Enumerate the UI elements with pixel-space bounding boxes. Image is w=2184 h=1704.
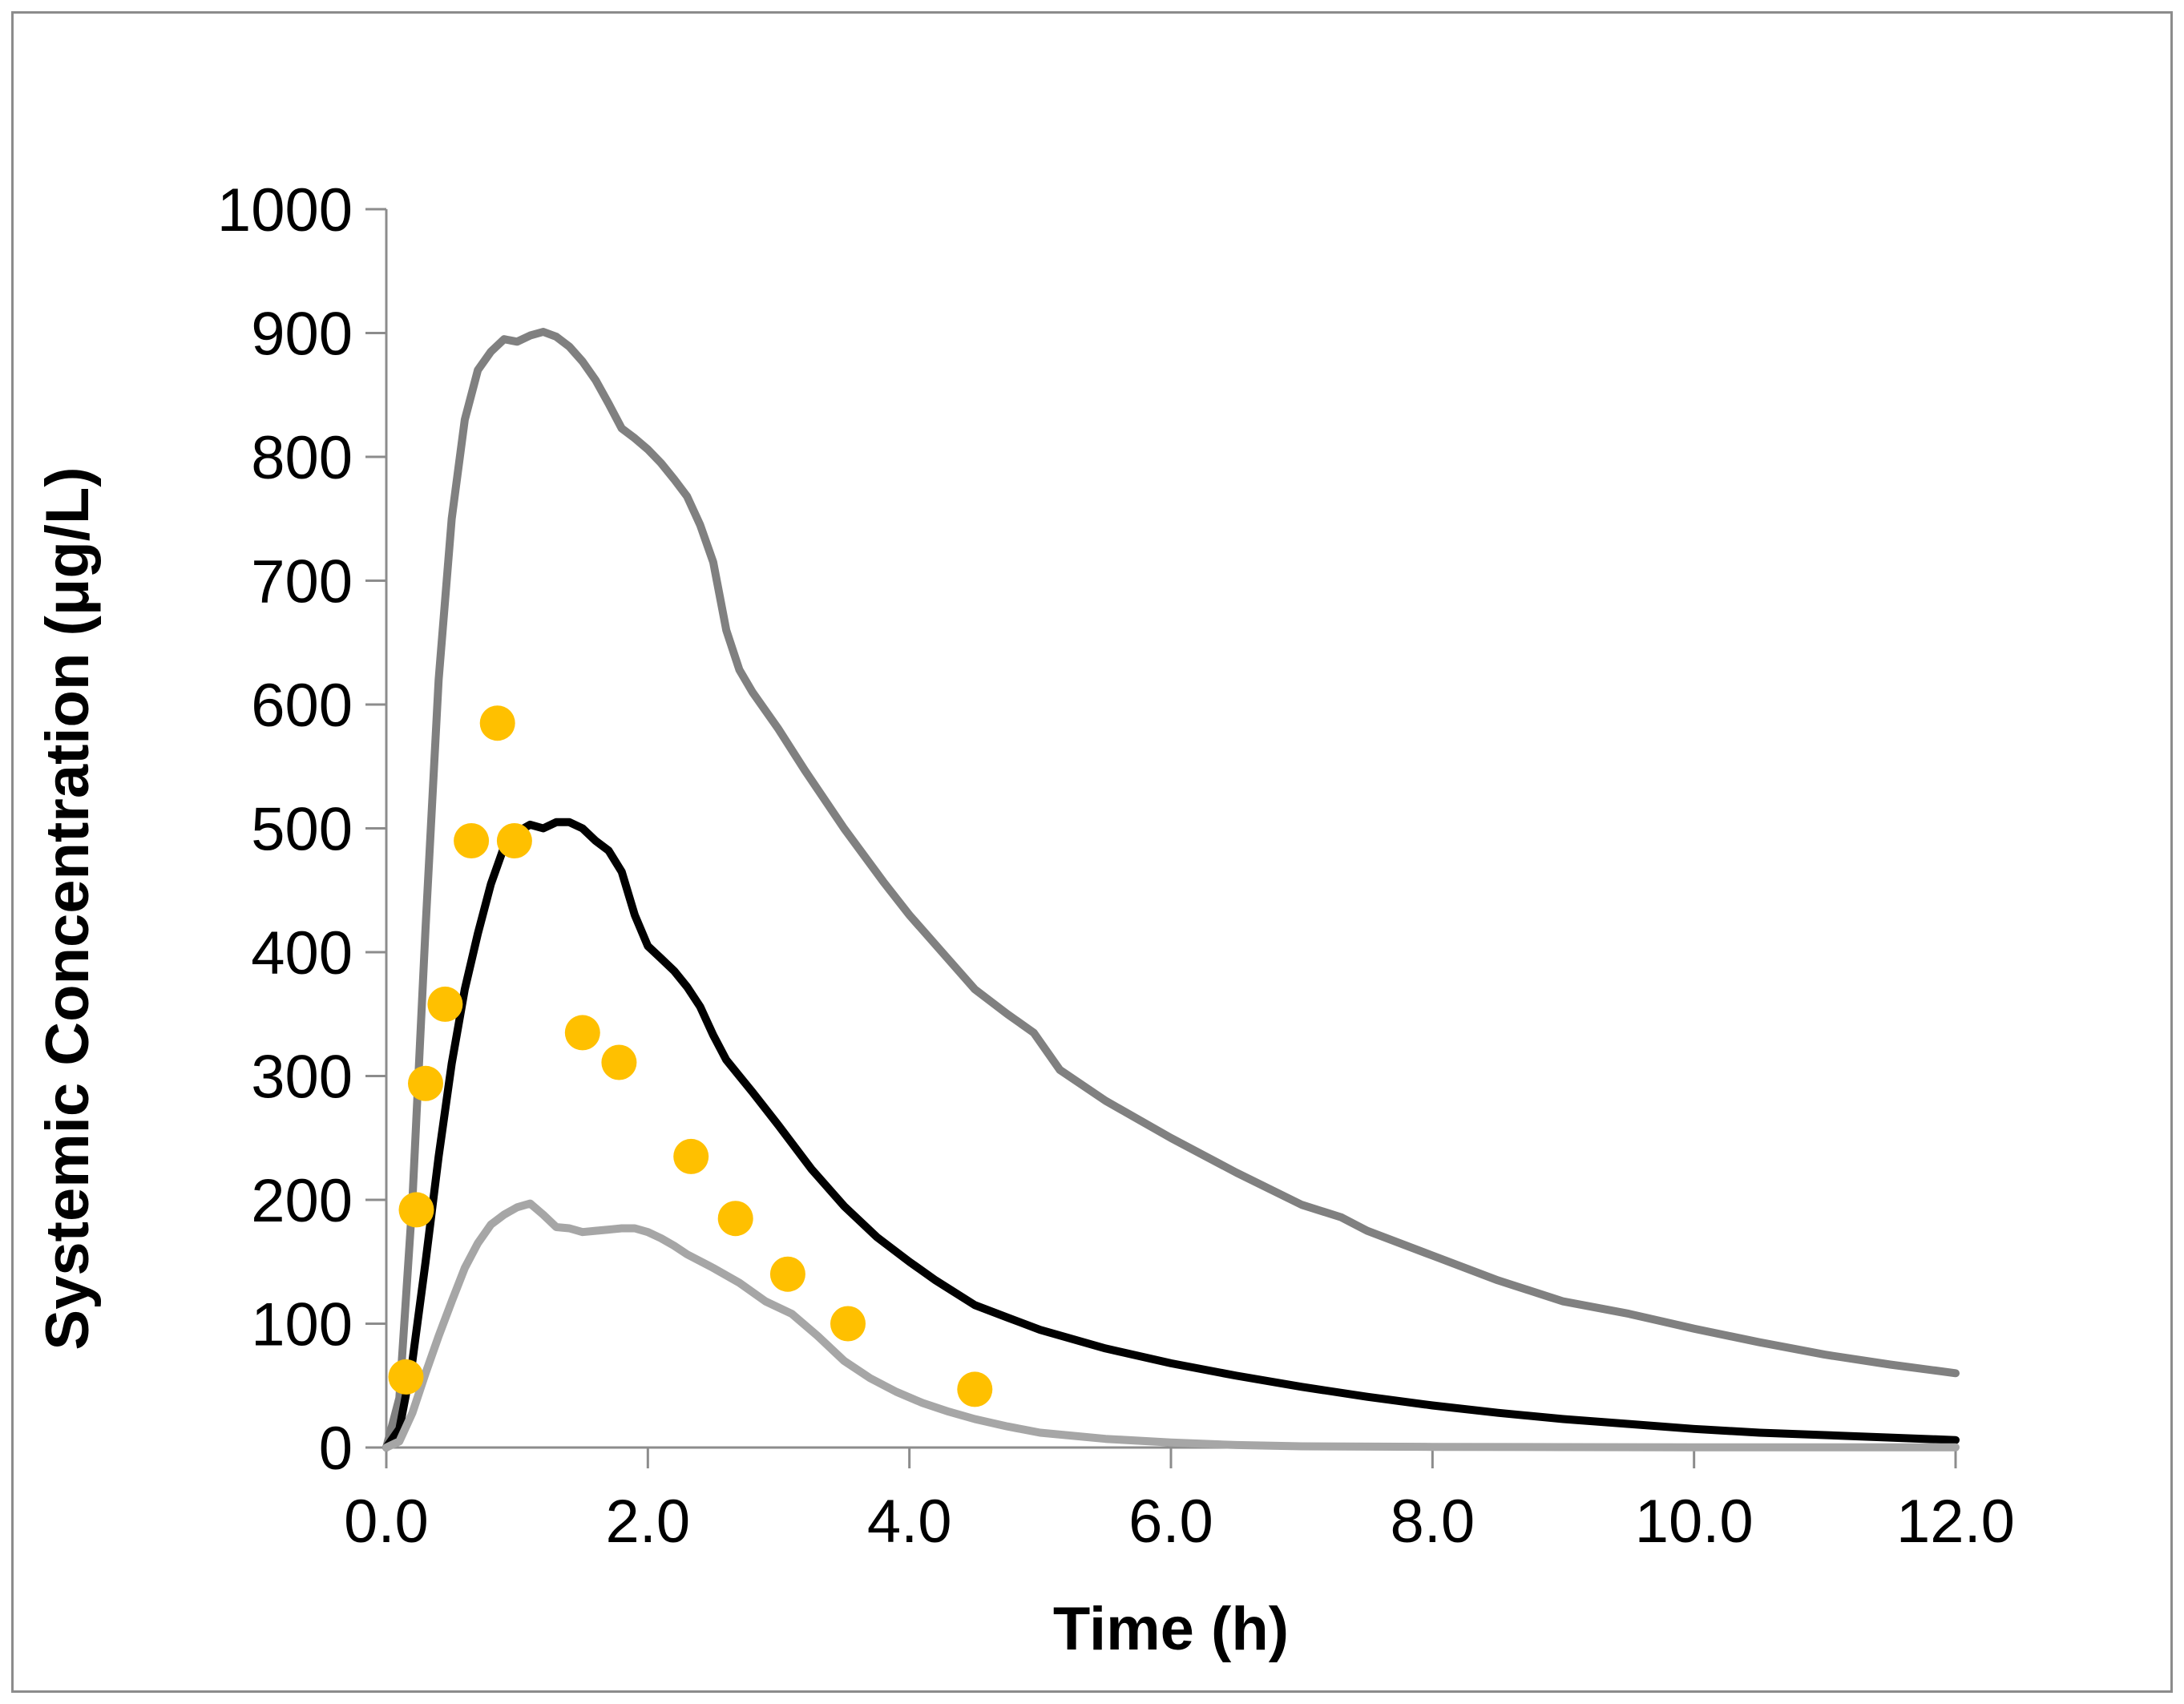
x-tick-label: 10.0 — [1635, 1488, 1754, 1556]
observed-data-point — [717, 1201, 753, 1237]
y-axis-title: Systemic Concentration (μg/L) — [34, 466, 102, 1350]
observed-points — [388, 705, 993, 1407]
observed-data-point — [454, 823, 490, 858]
y-axis: 0 100 200 300 400 500 600 700 800 900 1000 — [217, 176, 388, 1483]
y-tick-label: 100 — [251, 1291, 353, 1359]
series-group — [382, 328, 1960, 1452]
observed-data-point — [388, 1359, 424, 1395]
observed-data-point — [427, 986, 463, 1022]
series-line-upper-percentile — [382, 328, 1960, 1452]
y-tick-label: 900 — [251, 301, 353, 369]
observed-data-point — [408, 1065, 443, 1101]
x-tick-label: 2.0 — [606, 1488, 691, 1556]
series-line-median — [382, 818, 1960, 1452]
x-tick-label: 6.0 — [1128, 1488, 1213, 1556]
x-axis-title: Time (h) — [1053, 1595, 1289, 1663]
observed-data-point — [564, 1015, 600, 1051]
x-tick-label: 8.0 — [1391, 1488, 1476, 1556]
series-line-lower-percentile — [382, 1199, 1960, 1452]
y-tick-label: 200 — [251, 1167, 353, 1235]
y-tick-label: 800 — [251, 424, 353, 492]
observed-data-point — [830, 1306, 866, 1342]
observed-data-point — [496, 823, 532, 858]
observed-data-point — [479, 705, 515, 741]
observed-data-point — [673, 1138, 709, 1174]
x-tick-label: 12.0 — [1896, 1488, 2015, 1556]
chart-frame — [11, 11, 2173, 1693]
y-tick-label: 300 — [251, 1044, 353, 1112]
y-tick-label: 400 — [251, 919, 353, 987]
observed-data-point — [601, 1044, 637, 1080]
x-tick-label: 0.0 — [344, 1488, 429, 1556]
observed-data-point — [398, 1192, 434, 1228]
observed-data-point — [769, 1256, 805, 1292]
y-tick-label: 1000 — [217, 176, 353, 244]
y-tick-label: 0 — [319, 1415, 353, 1483]
x-tick-label: 4.0 — [867, 1488, 952, 1556]
x-axis: 0.0 2.0 4.0 6.0 8.0 10.0 12.0 — [344, 1446, 2015, 1556]
y-tick-label: 500 — [251, 796, 353, 864]
y-tick-label: 700 — [251, 548, 353, 616]
observed-data-point — [957, 1371, 993, 1407]
y-tick-label: 600 — [251, 672, 353, 740]
